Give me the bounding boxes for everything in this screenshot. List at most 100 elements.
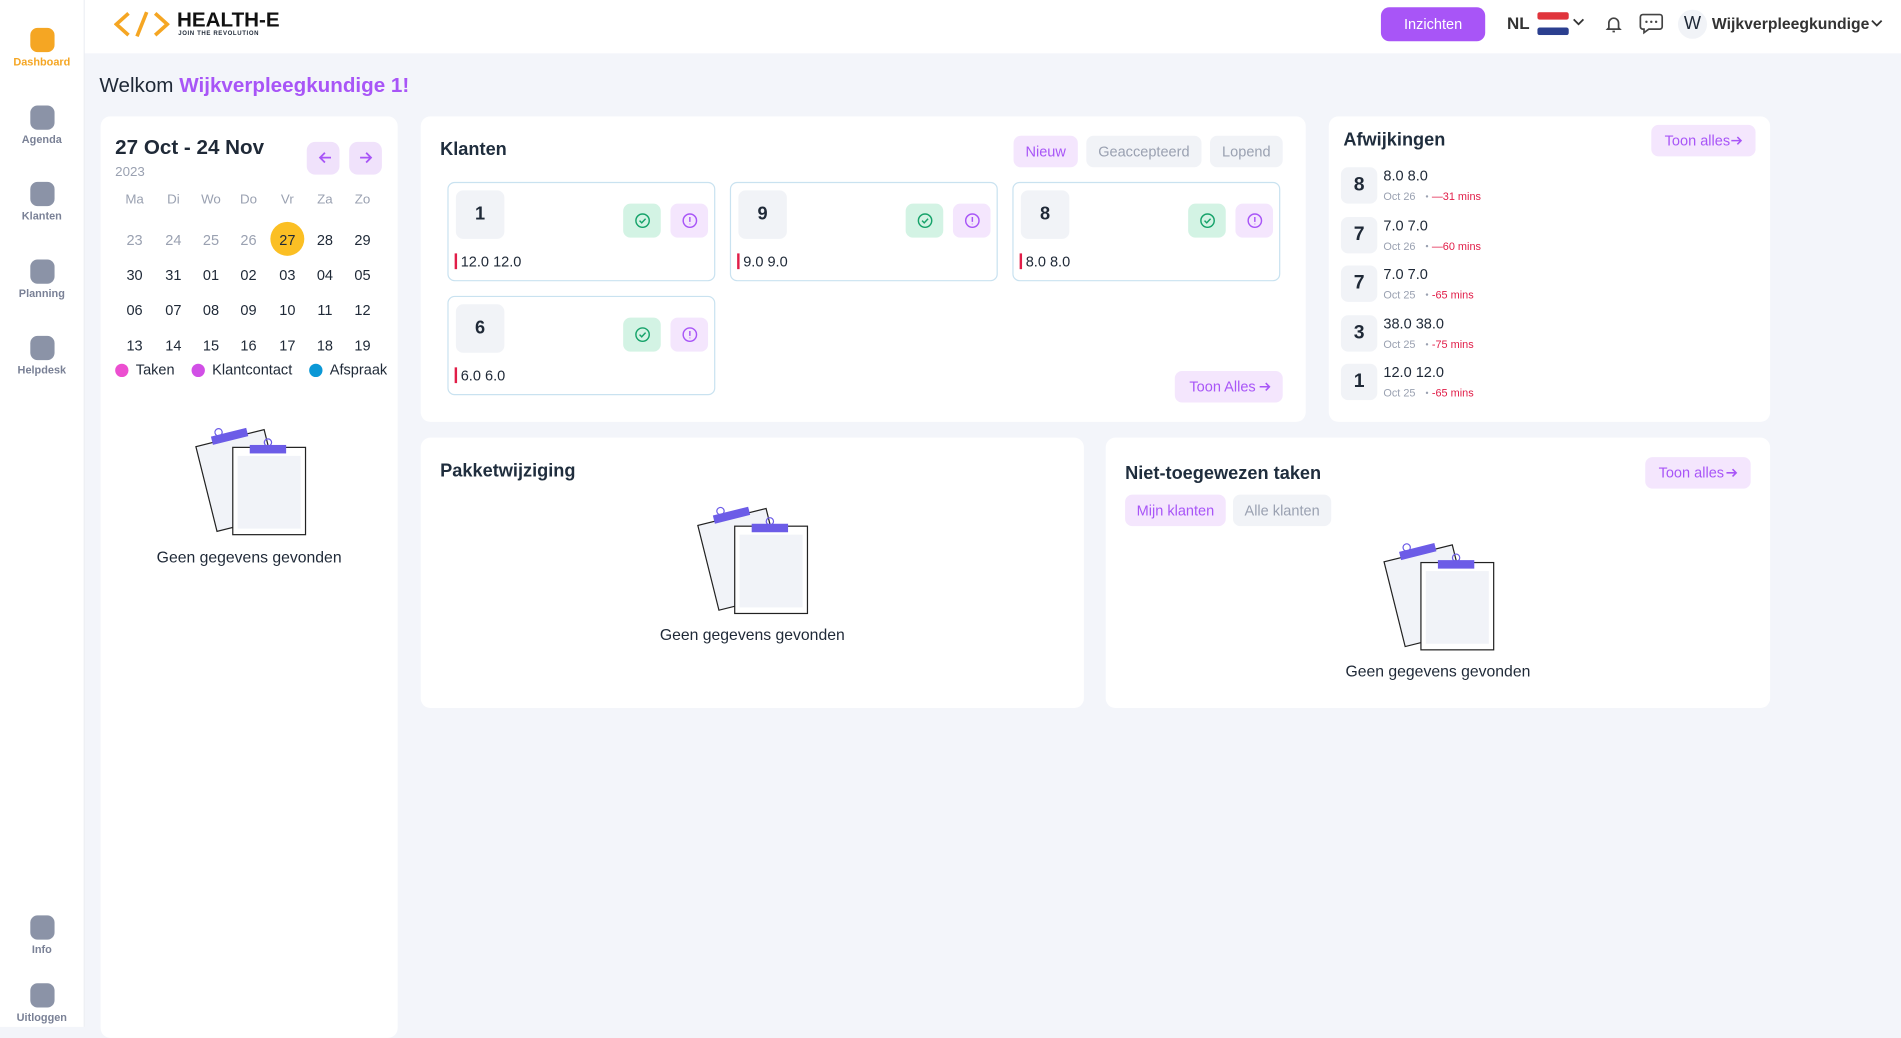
sidebar-item[interactable]: Klanten	[0, 181, 84, 222]
alert-icon	[964, 213, 980, 229]
language[interactable]: NL	[1507, 13, 1530, 33]
info-button[interactable]	[1235, 203, 1274, 238]
deviation-row[interactable]: 1 12.0 12.0 Oct 25 -65 mins	[1329, 361, 1770, 407]
client-number: 9	[738, 190, 787, 239]
sidebar-icon	[29, 259, 54, 284]
chevron	[1573, 18, 1585, 26]
calendar-day[interactable]: 28	[316, 231, 334, 249]
sidebar-label: Klanten	[21, 209, 62, 222]
tab[interactable]: Geaccepteerd	[1086, 135, 1202, 168]
calendar-nav[interactable]	[349, 141, 382, 175]
separator-dot	[1425, 195, 1429, 198]
weekday: Ma	[125, 192, 144, 208]
calendar-day[interactable]: 09	[240, 301, 257, 319]
welcome-name: Wijkverpleegkundige 1!	[179, 73, 410, 97]
calendar-day[interactable]: 29	[354, 231, 371, 249]
calendar-day[interactable]: 08	[202, 301, 220, 319]
client-hours: 8.0 8.0	[1025, 253, 1071, 271]
calendar-day[interactable]: 27	[279, 231, 296, 249]
sidebar-item[interactable]: Info	[0, 915, 84, 955]
sidebar-icon	[29, 915, 54, 940]
info-button[interactable]	[952, 203, 991, 238]
show-all-button[interactable]: Toon Alles	[1174, 370, 1283, 403]
calendar-day[interactable]: 04	[316, 266, 334, 284]
calendar-range: 27 Oct - 24 Nov	[115, 135, 265, 159]
show-all-button[interactable]: Toon alles	[1651, 124, 1756, 157]
calendar-day[interactable]: 16	[240, 337, 257, 355]
calendar-day[interactable]: 19	[354, 337, 371, 355]
clients-card: Klanten Nieuw Geaccepteerd Lopend 1 12.0 12.0…	[420, 116, 1306, 422]
calendar-day[interactable]: 18	[316, 337, 334, 355]
sidebar-item[interactable]: Dashboard	[0, 27, 84, 68]
calendar-day[interactable]: 01	[202, 266, 220, 284]
info-button[interactable]	[670, 317, 709, 352]
avatar: W	[1677, 9, 1708, 39]
deviation-hours: 12.0 12.0	[1383, 363, 1445, 381]
calendar-day[interactable]: 14	[165, 337, 182, 355]
calendar-day[interactable]: 13	[126, 337, 143, 355]
deviation-row[interactable]: 7 7.0 7.0 Oct 25 -65 mins	[1329, 263, 1770, 309]
empty-illustration	[195, 427, 307, 536]
calendar-day[interactable]: 03	[279, 266, 296, 284]
client-card[interactable]: 9 9.0 9.0	[729, 181, 998, 282]
sidebar-item[interactable]: Agenda	[0, 105, 84, 145]
sidebar-item[interactable]: Helpdesk	[0, 335, 84, 376]
legend-dot	[191, 363, 205, 378]
calendar-day[interactable]: 02	[240, 266, 257, 284]
chat-icon[interactable]	[1639, 12, 1664, 35]
sidebar-label: Agenda	[21, 133, 62, 146]
sidebar-item[interactable]: Planning	[0, 259, 84, 299]
accept-button[interactable]	[623, 317, 661, 352]
calendar-day[interactable]: 24	[165, 231, 182, 249]
calendar-day[interactable]: 10	[279, 301, 296, 319]
client-hours: 12.0 12.0	[460, 253, 522, 271]
accept-button[interactable]	[623, 203, 661, 238]
calendar-day[interactable]: 05	[354, 266, 371, 284]
insights-button[interactable]: Inzichten	[1380, 7, 1486, 42]
sidebar-item[interactable]: Uitloggen	[0, 983, 84, 1023]
deviation-date: Oct 26	[1383, 239, 1416, 252]
accept-button[interactable]	[905, 203, 944, 238]
deviation-row[interactable]: 7 7.0 7.0 Oct 26 —60 mins	[1329, 214, 1770, 260]
calendar-day[interactable]: 12	[354, 301, 371, 319]
calendar-day[interactable]: 17	[279, 337, 296, 355]
calendar-day[interactable]: 26	[240, 231, 257, 249]
show-all-label: Toon alles	[1658, 464, 1725, 482]
hours-bar	[1019, 253, 1023, 270]
calendar-day[interactable]: 06	[126, 301, 143, 319]
deviation-row[interactable]: 3 38.0 38.0 Oct 25 -75 mins	[1329, 312, 1770, 358]
calendar-nav[interactable]	[306, 141, 340, 175]
calendar-day[interactable]: 23	[126, 231, 143, 249]
tab[interactable]: Alle klanten	[1233, 494, 1332, 527]
separator-dot	[1425, 391, 1429, 395]
deviation-number: 7	[1340, 216, 1378, 253]
tab[interactable]: Nieuw	[1013, 135, 1078, 168]
unassigned-card: Niet-toegewezen taken Toon alles Mijn klan…	[1105, 437, 1771, 709]
tab[interactable]: Lopend	[1209, 135, 1283, 168]
calendar-day[interactable]: 30	[126, 266, 143, 284]
calendar-day[interactable]: 11	[317, 301, 333, 319]
tab[interactable]: Mijn klanten	[1125, 494, 1226, 527]
deviation-diff: -65 mins	[1431, 386, 1474, 399]
deviation-number: 1	[1340, 363, 1378, 401]
client-card[interactable]: 1 12.0 12.0	[447, 181, 716, 282]
flag	[1537, 12, 1569, 36]
calendar-day[interactable]: 25	[202, 231, 220, 249]
show-all-button[interactable]: Toon alles	[1645, 457, 1751, 489]
client-card[interactable]: 6 6.0 6.0	[447, 295, 716, 396]
legend-label: Taken	[135, 361, 175, 379]
bell-icon[interactable]	[1605, 15, 1622, 34]
deviation-date: Oct 25	[1383, 337, 1416, 350]
deviation-date: Oct 25	[1383, 288, 1416, 301]
client-number: 8	[1020, 190, 1070, 239]
calendar-day[interactable]: 31	[165, 266, 182, 284]
deviation-number: 3	[1340, 314, 1378, 351]
calendar-day[interactable]: 07	[165, 301, 182, 319]
deviation-diff: —60 mins	[1431, 239, 1481, 252]
calendar-day[interactable]: 15	[202, 337, 220, 355]
deviation-row[interactable]: 8 8.0 8.0 Oct 26 —31 mins	[1329, 165, 1770, 211]
user-name[interactable]: Wijkverpleegkundige	[1711, 14, 1870, 33]
accept-button[interactable]	[1188, 203, 1226, 238]
info-button[interactable]	[670, 203, 709, 238]
client-card[interactable]: 8 8.0 8.0	[1012, 181, 1281, 282]
